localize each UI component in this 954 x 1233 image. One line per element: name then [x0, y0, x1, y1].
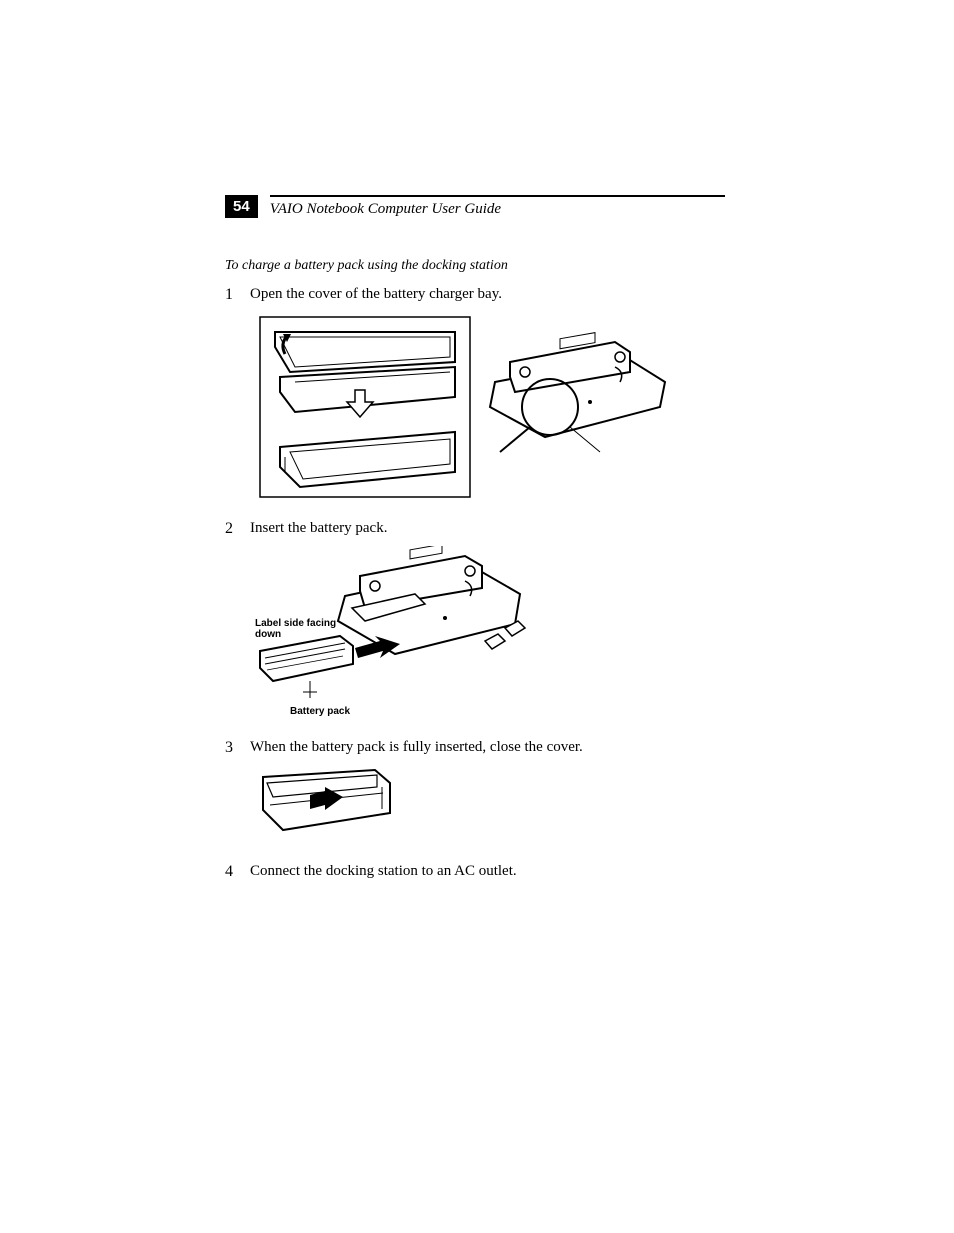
page-body: 54 VAIO Notebook Computer User Guide To …	[225, 195, 725, 889]
step-number: 1	[225, 286, 250, 304]
figure-open-cover	[255, 312, 725, 502]
section-title: To charge a battery pack using the docki…	[225, 258, 725, 274]
battery-pack-label: Battery pack	[290, 706, 350, 717]
page-number: 54	[225, 195, 258, 218]
step-2: 2 Insert the battery pack.	[225, 520, 725, 538]
step-number: 4	[225, 863, 250, 881]
step-3: 3 When the battery pack is fully inserte…	[225, 739, 725, 757]
step-text: When the battery pack is fully inserted,…	[250, 739, 583, 757]
step-number: 3	[225, 739, 250, 757]
figure-close-cover	[255, 765, 725, 845]
step-1: 1 Open the cover of the battery charger …	[225, 286, 725, 304]
step-number: 2	[225, 520, 250, 538]
page-header: 54 VAIO Notebook Computer User Guide	[225, 195, 725, 218]
step-text: Insert the battery pack.	[250, 520, 387, 538]
label-side-text: Label side facing down	[255, 618, 339, 640]
figure-insert-battery: Label side facing down Battery pack	[255, 546, 725, 721]
step-text: Connect the docking station to an AC out…	[250, 863, 517, 881]
step-text: Open the cover of the battery charger ba…	[250, 286, 502, 304]
step-4: 4 Connect the docking station to an AC o…	[225, 863, 725, 881]
running-header: VAIO Notebook Computer User Guide	[270, 195, 725, 218]
